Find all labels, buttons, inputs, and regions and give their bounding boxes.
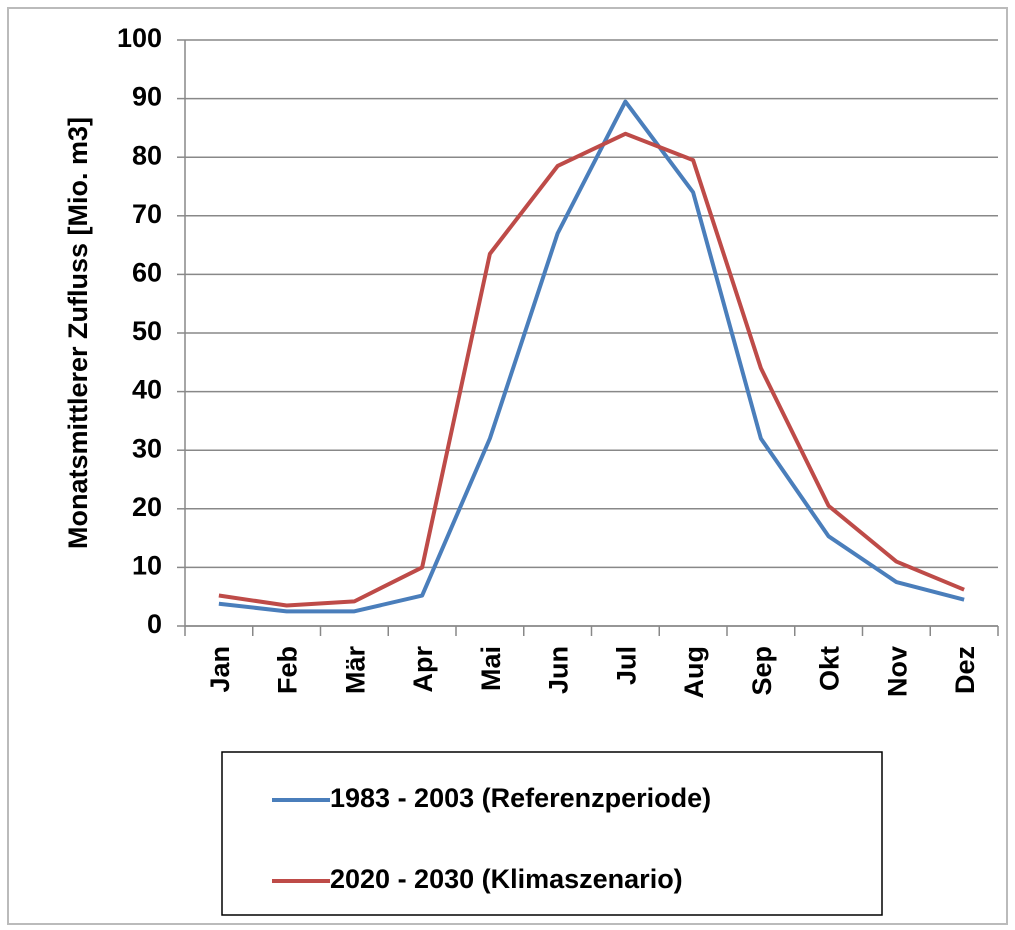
y-tick-label: 20 xyxy=(132,492,162,522)
x-tick-label: Jul xyxy=(611,646,641,685)
y-tick-label: 10 xyxy=(132,551,162,581)
legend-label: 2020 - 2030 (Klimaszenario) xyxy=(330,864,683,894)
x-tick-label: Mär xyxy=(340,646,370,695)
y-axis-label: Monatsmittlerer Zufluss [Mio. m3] xyxy=(63,117,93,549)
y-tick-label: 60 xyxy=(132,258,162,288)
series-line xyxy=(218,131,965,608)
y-tick-label: 0 xyxy=(147,609,162,639)
x-tick-label: Jun xyxy=(544,646,574,694)
x-tick-label: Okt xyxy=(815,646,845,691)
y-tick-label: 100 xyxy=(117,23,162,53)
x-tick-label: Dez xyxy=(950,646,980,694)
y-tick-label: 40 xyxy=(132,375,162,405)
x-tick-label: Sep xyxy=(747,646,777,696)
x-tick-label: Mai xyxy=(476,646,506,691)
chart-border xyxy=(7,7,1008,925)
y-tick-label: 50 xyxy=(132,316,162,346)
x-tick-label: Aug xyxy=(679,646,709,698)
x-tick-label: Apr xyxy=(408,646,438,693)
y-tick-label: 90 xyxy=(132,82,162,112)
x-tick-label: Jan xyxy=(205,646,235,693)
x-tick-label: Feb xyxy=(273,646,303,694)
legend xyxy=(221,751,883,916)
y-tick-label: 70 xyxy=(132,199,162,229)
series-line xyxy=(218,99,965,614)
legend-label: 1983 - 2003 (Referenzperiode) xyxy=(330,783,711,813)
x-tick-label: Nov xyxy=(882,646,912,697)
y-tick-label: 30 xyxy=(132,433,162,463)
y-tick-label: 80 xyxy=(132,140,162,170)
